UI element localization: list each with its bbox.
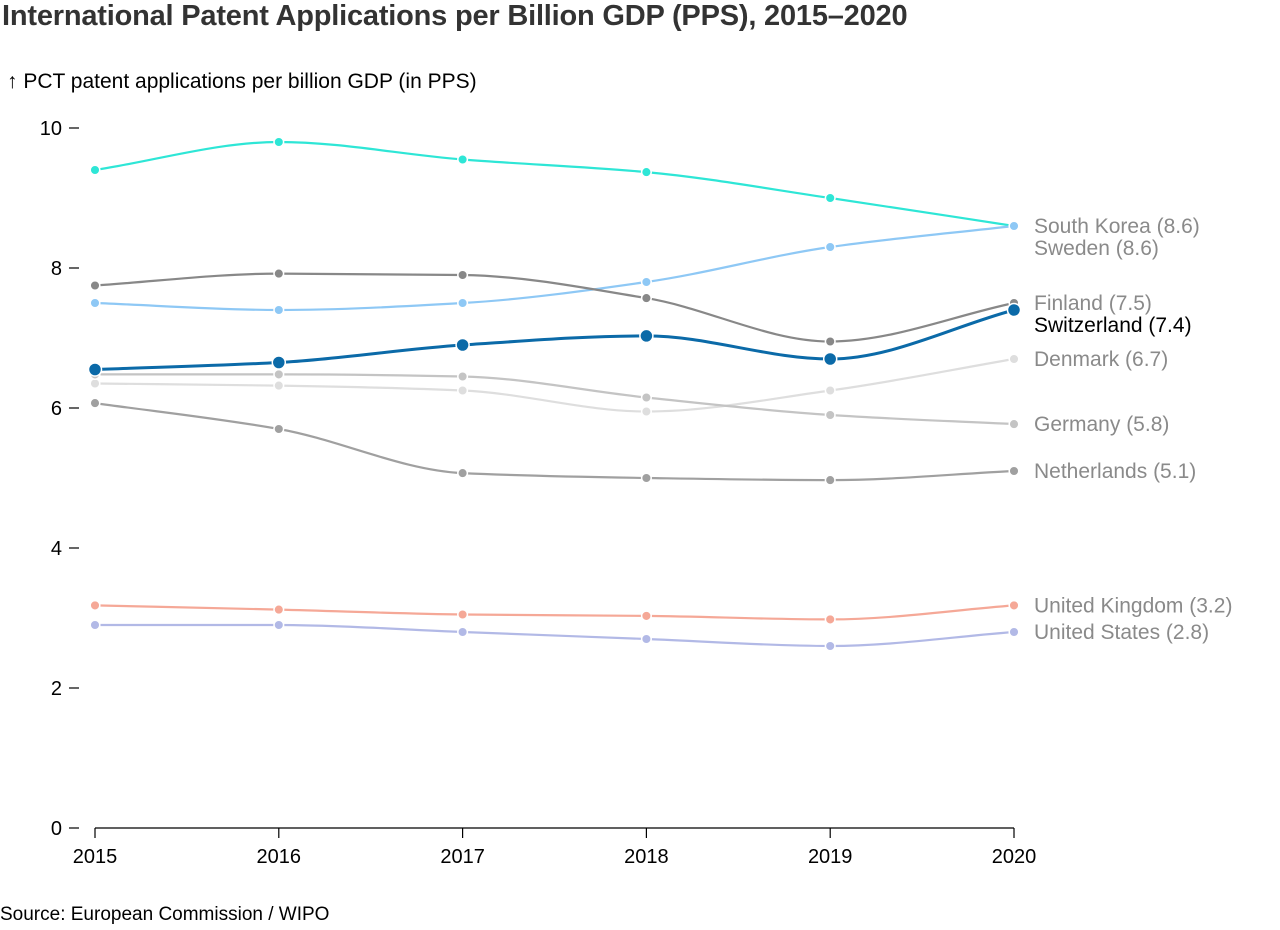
x-tick: 2019 [808,828,853,868]
series-points [89,137,1021,651]
y-tick: 4 [51,538,79,560]
data-point-united-states [825,641,835,651]
series-line-germany [95,374,1014,424]
end-label-germany: Germany (5.8) [1034,413,1169,436]
data-point-switzerland [89,363,102,376]
data-point-netherlands [1009,466,1019,476]
end-label-united-states: United States (2.8) [1034,621,1209,644]
x-tick: 2017 [440,828,485,868]
data-point-denmark [458,386,468,396]
series-line-netherlands [95,403,1014,480]
data-point-united-kingdom [274,605,284,615]
data-point-sweden [1009,221,1019,231]
series-line-south-korea [95,142,1014,226]
y-tick-label: 0 [51,818,62,840]
data-point-netherlands [458,468,468,478]
data-point-united-states [458,627,468,637]
data-point-denmark [825,386,835,396]
data-point-finland [825,337,835,347]
data-point-finland [274,269,284,279]
source-note: Source: European Commission / WIPO [0,904,329,926]
data-point-south-korea [458,155,468,165]
x-tick-label: 2016 [257,846,302,868]
x-tick: 2016 [257,828,302,868]
data-point-switzerland [272,356,285,369]
series-line-united-states [95,625,1014,646]
series-line-united-kingdom [95,605,1014,619]
y-tick: 8 [51,258,79,280]
line-chart: 0 2 4 6 8 10 2015 2016 2017 2018 2019 2020 South K… [0,0,1280,900]
data-point-finland [642,293,652,303]
end-label-united-kingdom: United Kingdom (3.2) [1034,594,1232,617]
x-tick: 2020 [992,828,1037,868]
end-label-netherlands: Netherlands (5.1) [1034,460,1196,483]
data-point-germany [642,393,652,403]
y-tick: 10 [40,118,79,140]
x-tick: 2015 [73,828,118,868]
series-line-finland [95,274,1014,342]
end-labels: South Korea (8.6)Sweden (8.6) Finland (7.… [1034,215,1232,644]
data-point-denmark [1009,354,1019,364]
data-point-finland [458,270,468,280]
series-line-sweden [95,226,1014,310]
x-tick: 2018 [624,828,669,868]
x-tick-label: 2017 [440,846,485,868]
data-point-netherlands [274,424,284,434]
y-tick: 6 [51,398,79,420]
data-point-south-korea [642,167,652,177]
data-point-switzerland [824,353,837,366]
series-line-switzerland [95,310,1014,370]
data-point-netherlands [90,398,100,408]
x-tick-label: 2018 [624,846,669,868]
end-label-finland: Finland (7.5) [1034,292,1152,315]
data-point-netherlands [642,473,652,483]
end-label-denmark: Denmark (6.7) [1034,348,1168,371]
data-point-united-states [1009,627,1019,637]
data-point-netherlands [825,475,835,485]
data-point-sweden [825,242,835,252]
data-point-united-states [90,620,100,630]
x-tick-label: 2019 [808,846,853,868]
data-point-united-kingdom [458,610,468,620]
data-point-denmark [90,379,100,389]
y-tick-label: 10 [40,118,62,140]
x-tick-label: 2020 [992,846,1037,868]
end-label-sweden: Sweden (8.6) [1034,237,1159,260]
data-point-south-korea [825,193,835,203]
data-point-germany [458,372,468,382]
data-point-united-kingdom [825,615,835,625]
end-label-switzerland: Switzerland (7.4) [1034,314,1192,337]
data-point-germany [1009,419,1019,429]
data-point-sweden [642,277,652,287]
end-label-south-korea: South Korea (8.6) [1034,215,1200,238]
data-point-switzerland [640,329,653,342]
data-point-united-kingdom [642,611,652,621]
x-tick-label: 2015 [73,846,118,868]
y-tick-label: 8 [51,258,62,280]
data-point-united-kingdom [1009,601,1019,611]
data-point-united-states [274,620,284,630]
data-point-sweden [274,305,284,315]
data-point-germany [274,370,284,380]
y-tick-label: 6 [51,398,62,420]
y-tick-label: 2 [51,678,62,700]
x-axis: 2015 2016 2017 2018 2019 2020 [73,828,1037,868]
data-point-switzerland [1008,304,1021,317]
data-point-sweden [90,298,100,308]
data-point-denmark [642,407,652,417]
y-tick: 0 [51,818,79,840]
series-lines [95,142,1014,646]
data-point-sweden [458,298,468,308]
data-point-switzerland [456,339,469,352]
data-point-united-kingdom [90,601,100,611]
data-point-germany [825,410,835,420]
data-point-south-korea [90,165,100,175]
y-tick-label: 4 [51,538,62,560]
data-point-denmark [274,381,284,391]
data-point-south-korea [274,137,284,147]
data-point-finland [90,281,100,291]
y-axis: 0 2 4 6 8 10 [40,118,79,840]
data-point-united-states [642,634,652,644]
y-tick: 2 [51,678,79,700]
